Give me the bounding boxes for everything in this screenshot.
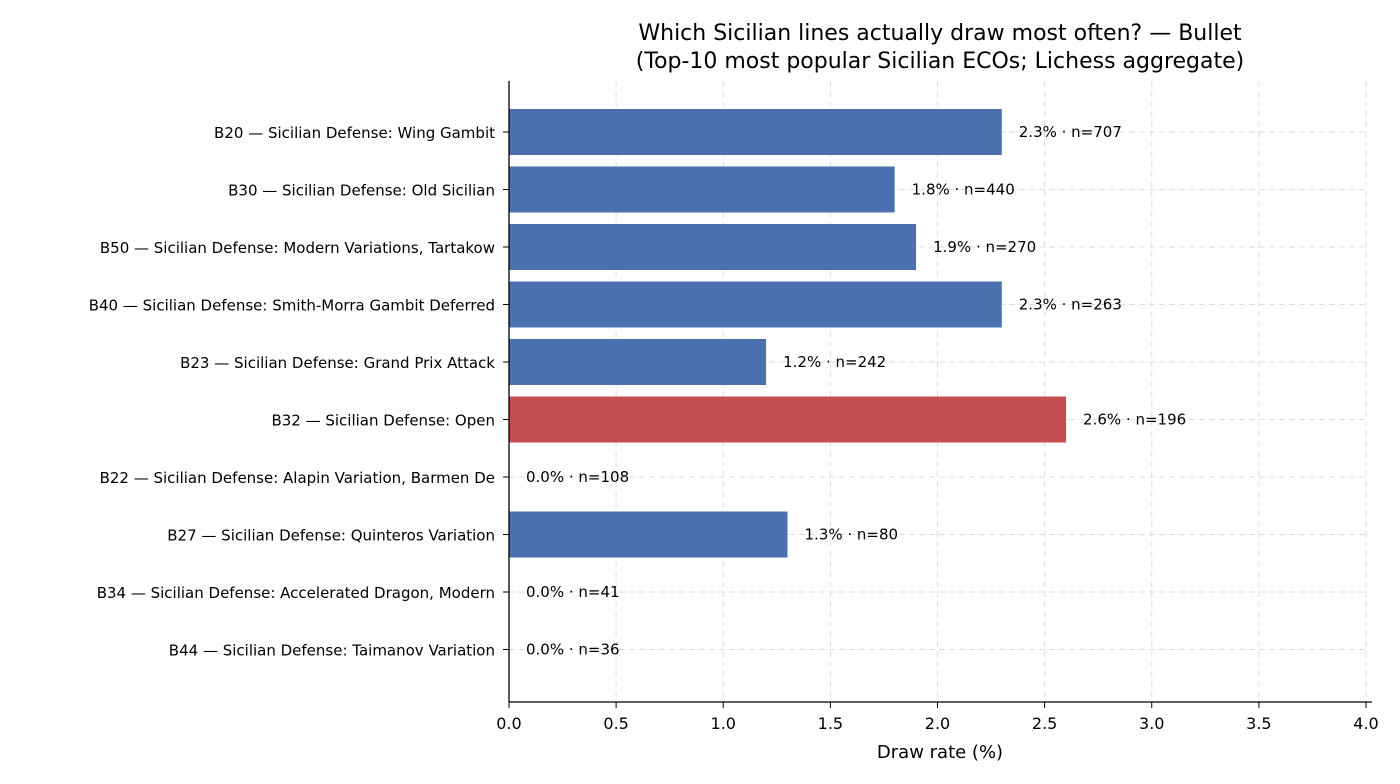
data-label: 0.0% · n=108	[526, 468, 629, 486]
x-tick-label: 0.0	[496, 714, 521, 733]
x-tick-label: 2.0	[925, 714, 950, 733]
x-tick-label: 1.0	[711, 714, 736, 733]
bar	[509, 109, 1002, 155]
x-tick-label: 2.5	[1032, 714, 1057, 733]
bar	[509, 166, 895, 213]
category-label: B22 — Sicilian Defense: Alapin Variation…	[100, 469, 495, 487]
bar	[509, 511, 788, 558]
data-label: 2.3% · n=263	[1019, 296, 1122, 314]
data-label: 1.2% · n=242	[783, 353, 886, 371]
data-label: 1.8% · n=440	[912, 181, 1015, 199]
bar	[509, 396, 1067, 443]
category-label: B32 — Sicilian Defense: Open	[271, 412, 495, 430]
category-label: B50 — Sicilian Defense: Modern Variation…	[100, 239, 495, 257]
chart-title: Which Sicilian lines actually draw most …	[638, 21, 1242, 46]
category-label: B20 — Sicilian Defense: Wing Gambit	[214, 124, 495, 142]
category-label: B23 — Sicilian Defense: Grand Prix Attac…	[180, 354, 495, 372]
axes-layer	[503, 81, 1372, 708]
category-label: B30 — Sicilian Defense: Old Sicilian	[228, 182, 495, 200]
data-label: 2.6% · n=196	[1083, 411, 1186, 429]
bar	[509, 224, 917, 270]
x-tick-label: 4.0	[1353, 714, 1378, 733]
category-label: B44 — Sicilian Defense: Taimanov Variati…	[169, 642, 495, 660]
x-tick-label: 0.5	[603, 714, 628, 733]
data-label: 0.0% · n=41	[526, 583, 620, 601]
category-label: B40 — Sicilian Defense: Smith-Morra Gamb…	[89, 297, 495, 315]
category-label: B34 — Sicilian Defense: Accelerated Drag…	[97, 584, 495, 602]
data-label: 0.0% · n=36	[526, 641, 620, 659]
bar	[509, 339, 767, 385]
x-tick-label: 3.5	[1246, 714, 1271, 733]
bar	[509, 281, 1002, 328]
x-tick-label: 1.5	[818, 714, 843, 733]
bars-layer	[509, 109, 1067, 558]
data-label: 1.3% · n=80	[805, 526, 899, 544]
labels-layer: 0.0 0.5 1.0 1.5 2.0 2.5 3.0 3.5 4.0 B20 — Sicilia…	[89, 123, 1379, 733]
category-label: B27 — Sicilian Defense: Quinteros Variat…	[167, 527, 495, 545]
chart-subtitle: (Top-10 most popular Sicilian ECOs; Lich…	[636, 49, 1245, 74]
data-label: 2.3% · n=707	[1019, 123, 1122, 141]
x-tick-label: 3.0	[1139, 714, 1164, 733]
x-axis-label: Draw rate (%)	[877, 742, 1003, 763]
data-label: 1.9% · n=270	[933, 238, 1036, 256]
